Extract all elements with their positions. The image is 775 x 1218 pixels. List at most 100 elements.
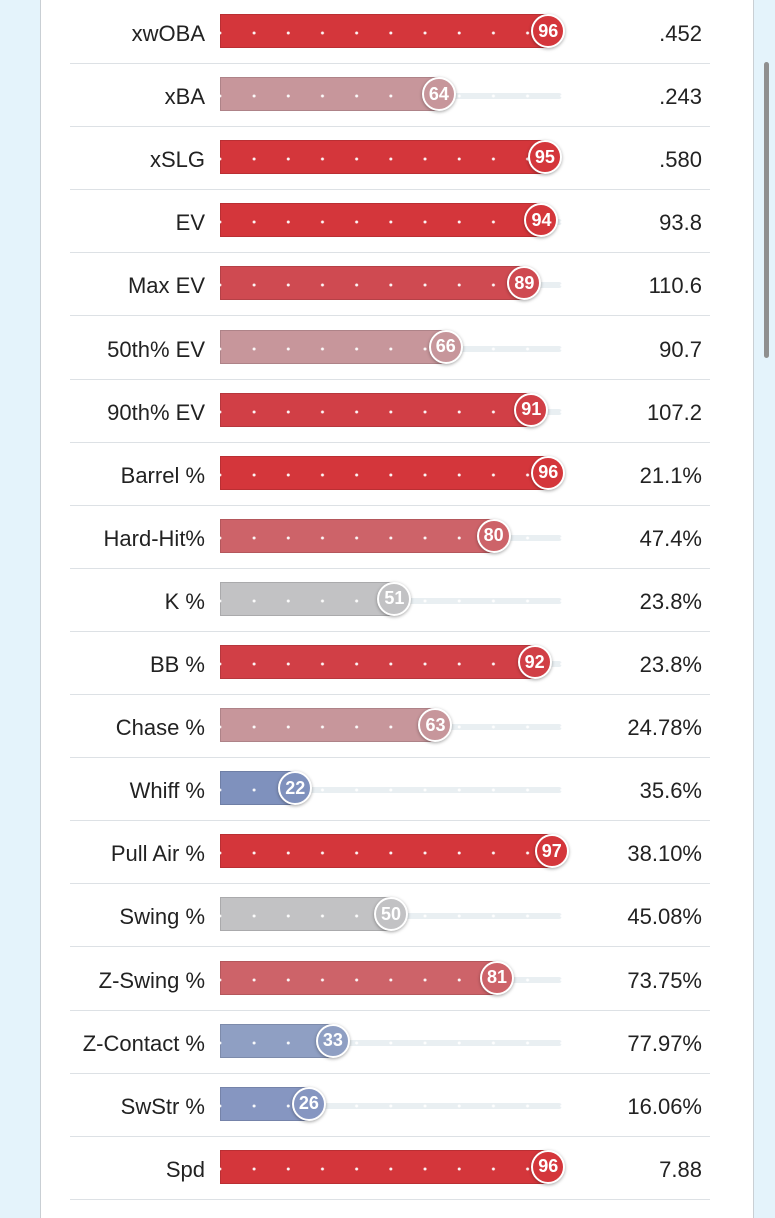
percentile-bubble: 94 [524, 203, 559, 238]
stat-value: 21.1% [639, 462, 702, 488]
percentile-bubble: 63 [418, 708, 453, 743]
stat-label: 90th% EV [107, 399, 205, 425]
stat-value: .452 [659, 21, 702, 46]
row-divider [70, 189, 710, 191]
stat-value: 23.8% [639, 652, 702, 677]
stat-label: Chase % [115, 715, 205, 741]
stat-value: 24.78% [627, 715, 702, 741]
row-divider [70, 820, 710, 822]
stat-value: 73.75% [627, 967, 702, 993]
stat-value: .580 [659, 147, 702, 173]
row-divider [70, 883, 710, 885]
row-divider [70, 252, 710, 254]
row-divider [70, 378, 710, 380]
stat-row: 90th% EV 91 107.2 [70, 380, 710, 443]
row-divider [70, 504, 710, 506]
row-divider [70, 757, 710, 759]
stat-label: Max EV [127, 273, 205, 299]
row-divider [70, 946, 710, 948]
stat-row: Max EV 89 110.6 [70, 253, 710, 317]
stat-row: Hard-Hit% 80 47.4% [70, 506, 710, 569]
row-divider [70, 694, 710, 695]
stat-value: 7.88 [659, 1156, 702, 1182]
percentile-bubble: 80 [476, 518, 511, 553]
stat-value: 16.06% [627, 1093, 702, 1119]
stat-row: xSLG 95 .580 [70, 127, 710, 191]
percentile-bubble: 66 [428, 329, 463, 364]
percentile-bubble: 50 [374, 897, 408, 932]
stat-label: Barrel % [120, 462, 205, 488]
stat-label: Pull Air % [110, 841, 205, 867]
stat-label: Z-Swing % [98, 967, 205, 993]
stat-row: EV 94 93.8 [70, 190, 710, 254]
percentile-bar [220, 329, 446, 364]
stat-value: 47.4% [639, 525, 702, 551]
percentile-bar [220, 266, 525, 301]
percentile-bar [220, 645, 535, 679]
row-divider [70, 1198, 710, 1200]
stat-row: Whiff % 22 35.6% [70, 758, 710, 822]
stat-label: Swing % [119, 904, 205, 930]
stat-value: 38.10% [627, 841, 702, 867]
percentile-bubble: 95 [527, 140, 562, 175]
stat-row: K % 51 23.8% [70, 569, 710, 632]
row-divider [70, 1072, 710, 1074]
stat-value: 90.7 [659, 336, 702, 362]
percentile-bubble: 33 [315, 1023, 350, 1058]
row-divider [70, 1135, 710, 1137]
stat-value: 77.97% [627, 1030, 702, 1056]
percentile-bubble: 89 [507, 266, 542, 301]
percentile-bar [220, 392, 532, 427]
row-divider [70, 567, 710, 569]
percentile-bar [220, 960, 498, 995]
stat-row: Pull Air % 97 38.10% [70, 821, 710, 885]
percentile-bubble: 81 [480, 960, 515, 995]
percentile-bar [220, 834, 552, 869]
percentile-bubble: 91 [514, 392, 549, 427]
stat-row: 50th% EV 66 90.7 [70, 317, 710, 380]
stat-row: Swing % 50 45.08% [70, 884, 710, 948]
stat-row: BB % 92 23.8% [70, 632, 710, 695]
stat-label: 50th% EV [107, 336, 205, 362]
stat-row: Chase % 63 24.78% [70, 695, 710, 759]
percentile-bubble: 92 [517, 645, 552, 679]
stat-label: SwStr % [120, 1093, 205, 1119]
percentile-bubble: 51 [377, 581, 412, 616]
stat-value: 93.8 [659, 210, 702, 236]
row-divider [70, 630, 710, 632]
stat-label: Z-Contact % [82, 1030, 205, 1056]
stat-value: 110.6 [648, 273, 702, 299]
percentile-bubble: 64 [421, 77, 456, 112]
stat-label: BB % [149, 652, 205, 677]
stat-row: Spd 96 7.88 [70, 1137, 710, 1200]
stat-row: xwOBA 96 .452 [70, 1, 710, 64]
percentile-bar [220, 203, 542, 238]
stat-row: Z-Swing % 81 73.75% [70, 948, 710, 1011]
stat-label: K % [164, 588, 205, 614]
percentile-bubble: 22 [278, 771, 313, 806]
percentile-bubble: 96 [531, 14, 566, 48]
percentile-bubble: 96 [531, 455, 566, 490]
percentile-bar [220, 1149, 549, 1184]
percentile-bubble: 97 [534, 834, 569, 869]
stat-label: EV [175, 210, 205, 236]
scrollbar[interactable] [764, 62, 769, 358]
percentile-bar [220, 140, 545, 175]
row-divider [70, 1009, 710, 1011]
percentile-bubble: 96 [531, 1149, 566, 1184]
stat-value: 107.2 [646, 399, 702, 425]
percentile-bar [220, 581, 395, 616]
row-divider [70, 315, 710, 317]
stat-label: Whiff % [129, 778, 205, 804]
percentile-bar [220, 708, 436, 743]
stat-value: 35.6% [639, 778, 702, 804]
stat-value: 45.08% [627, 904, 702, 930]
row-divider [70, 126, 710, 128]
stat-row: xBA 64 .243 [70, 64, 710, 128]
percentile-bar [220, 455, 549, 490]
stat-label: xwOBA [131, 21, 205, 46]
stat-row: Barrel % 96 21.1% [70, 443, 710, 506]
stat-label: xSLG [149, 147, 205, 173]
stat-value: 23.8% [639, 588, 702, 614]
row-divider [70, 63, 710, 64]
